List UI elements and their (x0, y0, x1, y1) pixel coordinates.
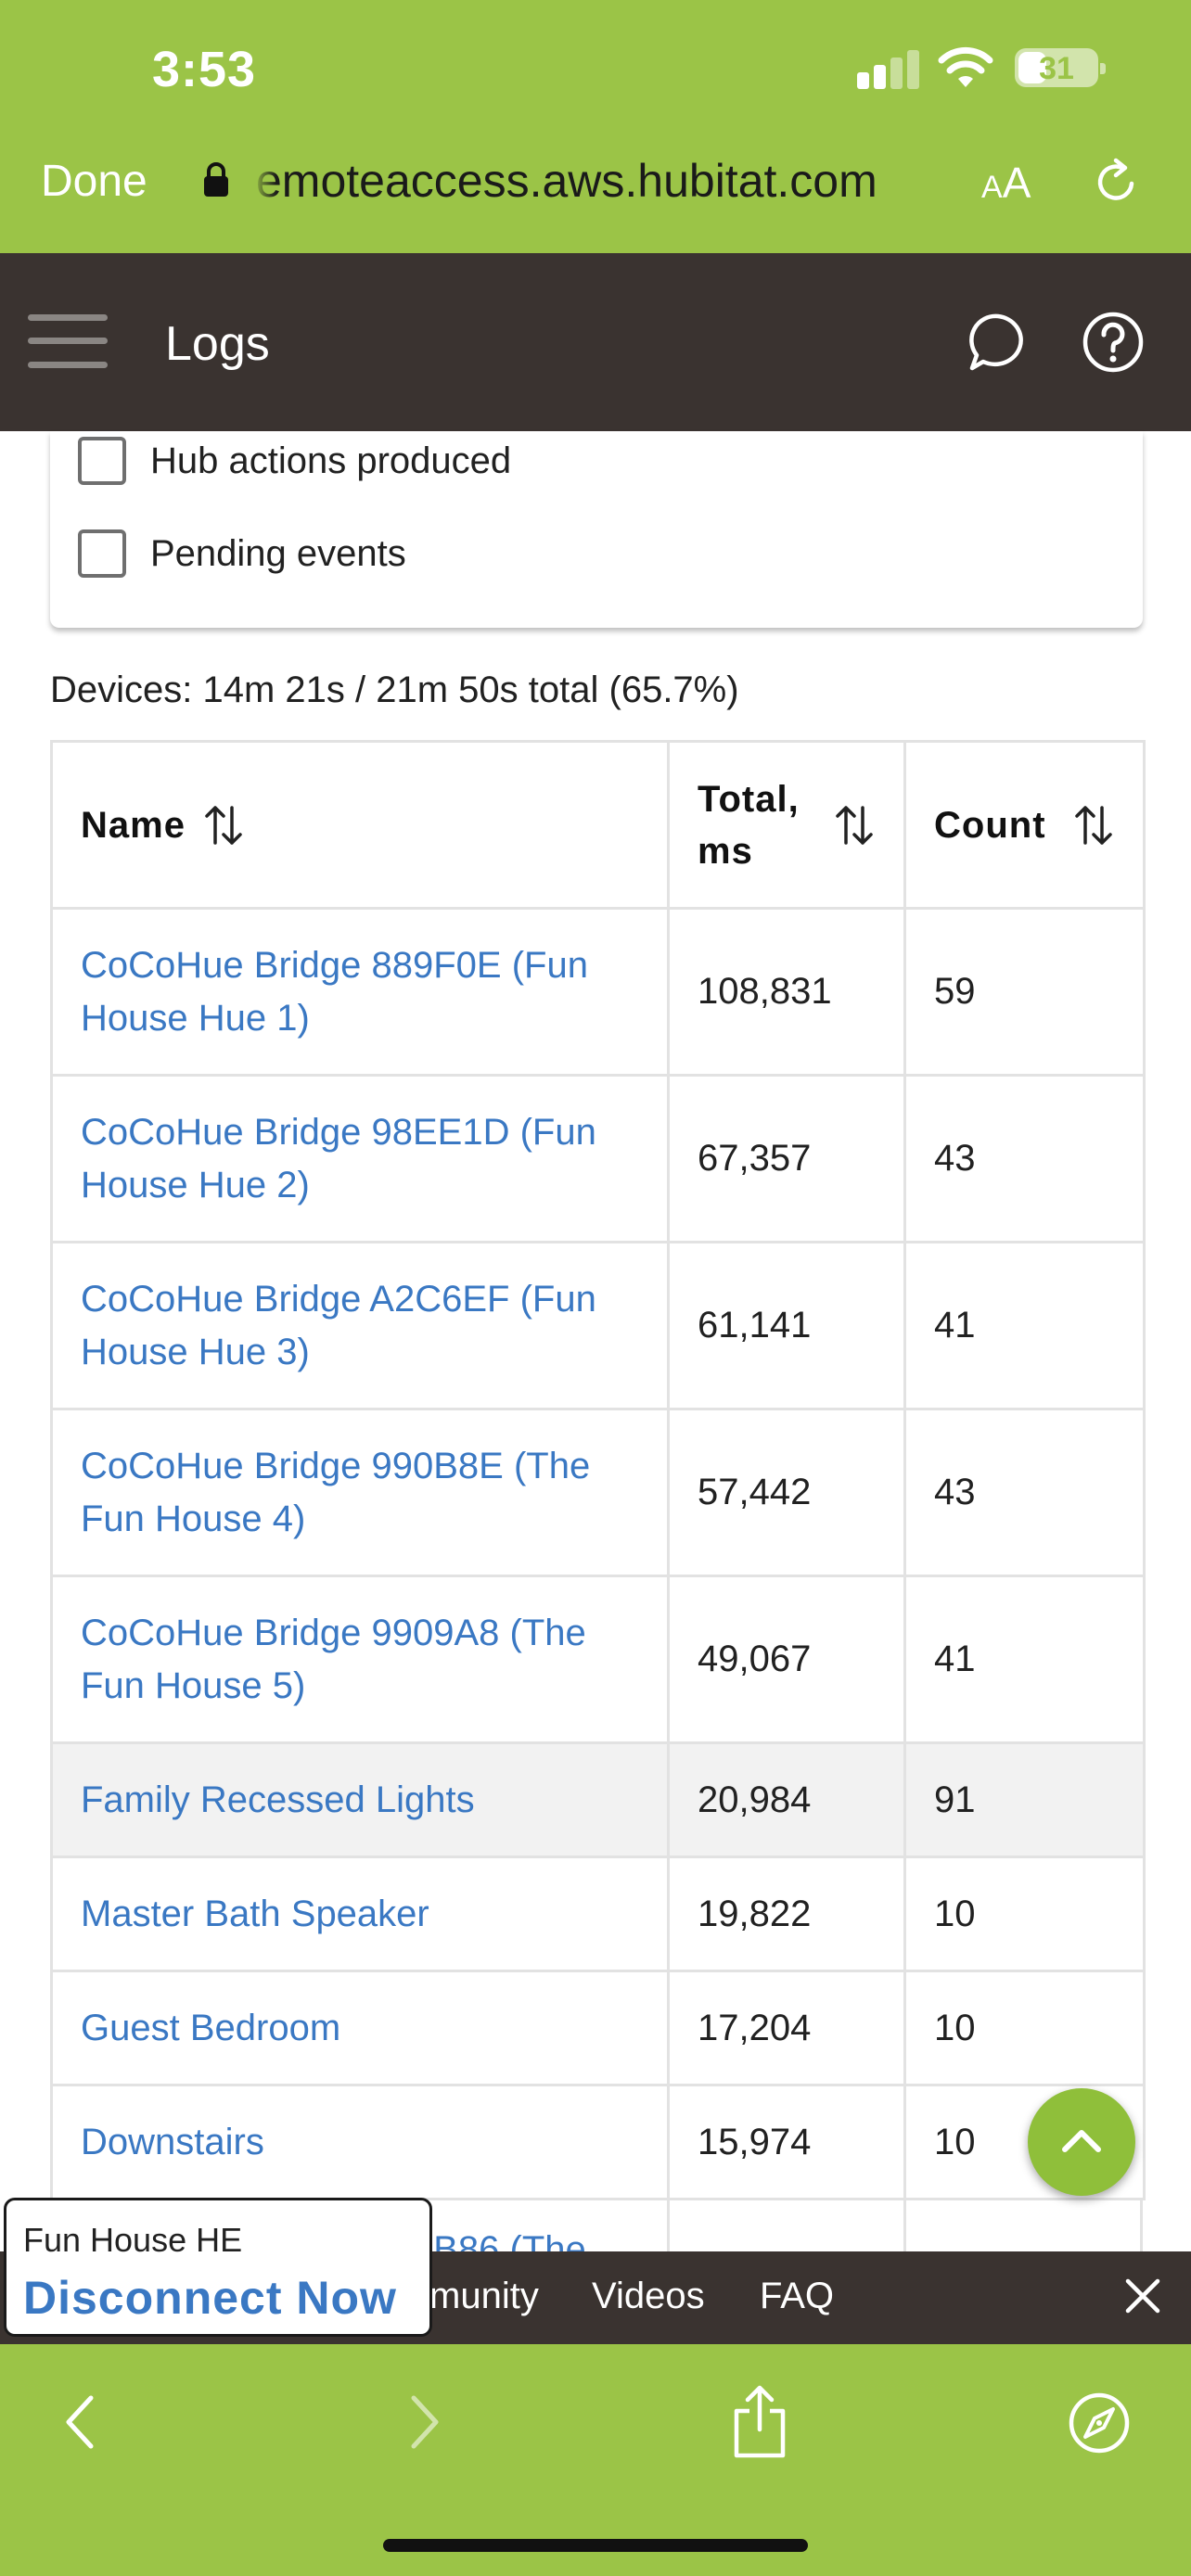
hub-name: Fun House HE (23, 2221, 243, 2259)
count-cell: 43 (903, 1408, 1146, 1577)
device-link[interactable]: CoCoHue Bridge 98EE1D (Fun House Hue 2) (50, 1074, 670, 1243)
column-header-name[interactable]: Name (50, 740, 670, 910)
text-size-button[interactable]: AA (981, 158, 1031, 208)
pending-events-checkbox[interactable] (78, 529, 126, 578)
wifi-icon (938, 46, 993, 87)
filter-row[interactable]: Hub actions produced (78, 435, 511, 487)
help-icon[interactable] (1080, 309, 1146, 376)
count-cell: 10 (903, 1855, 1146, 1972)
partial-cell (670, 2200, 906, 2251)
device-link[interactable]: Master Bath Speaker (50, 1855, 670, 1972)
lock-icon (204, 162, 228, 197)
footer-link-videos[interactable]: Videos (592, 2276, 705, 2316)
total-ms-cell: 15,974 (667, 2084, 906, 2200)
battery-level: 31 (1039, 51, 1074, 86)
forward-icon[interactable] (404, 2392, 445, 2452)
device-link[interactable]: Guest Bedroom (50, 1970, 670, 2086)
done-button[interactable]: Done (41, 157, 147, 206)
total-ms-cell: 19,822 (667, 1855, 906, 1972)
column-header-label-line: ms (698, 830, 753, 872)
total-ms-cell: 67,357 (667, 1074, 906, 1243)
total-ms-cell: 108,831 (667, 907, 906, 1077)
count-cell: 59 (903, 907, 1146, 1077)
table-row: CoCoHue Bridge A2C6EF (Fun House Hue 3) … (50, 1241, 1146, 1410)
partial-cell (53, 2200, 670, 2251)
scroll-top-button[interactable] (1028, 2088, 1135, 2196)
back-icon[interactable] (59, 2392, 100, 2452)
url-fade (252, 154, 276, 210)
sort-icon[interactable] (833, 802, 876, 848)
column-header-label: Total, ms (698, 773, 800, 877)
total-ms-cell: 20,984 (667, 1741, 906, 1858)
device-link[interactable]: CoCoHue Bridge 889F0E (Fun House Hue 1) (50, 907, 670, 1077)
chat-icon[interactable] (965, 309, 1031, 376)
table-row: Downstairs 15,974 10 (50, 2084, 1146, 2200)
hub-actions-checkbox[interactable] (78, 437, 126, 485)
filter-row[interactable]: Pending events (78, 528, 406, 580)
count-cell: 43 (903, 1074, 1146, 1243)
total-ms-cell: 61,141 (667, 1241, 906, 1410)
share-icon[interactable] (729, 2383, 790, 2459)
column-header-count[interactable]: Count (903, 740, 1146, 910)
devices-table: Name Total, ms Count (50, 740, 1146, 2200)
column-header-label: Count (934, 804, 1046, 846)
disconnect-now-button[interactable]: Disconnect Now (23, 2272, 397, 2324)
column-header-label-line: Total, (698, 778, 800, 820)
page-title: Logs (165, 317, 270, 371)
close-icon[interactable] (1121, 2274, 1165, 2318)
total-ms-cell: 57,442 (667, 1408, 906, 1577)
filter-card: Hub actions produced Pending events (50, 431, 1143, 628)
browser-bottom-toolbar (0, 2344, 1191, 2576)
sort-icon[interactable] (1072, 802, 1115, 848)
compass-icon[interactable] (1067, 2391, 1132, 2455)
devices-summary: Devices: 14m 21s / 21m 50s total (65.7%) (50, 670, 739, 710)
table-row: Family Recessed Lights 20,984 91 (50, 1741, 1146, 1858)
column-header-label: Name (81, 804, 186, 846)
filter-label: Pending events (150, 532, 406, 574)
footer-link-faq[interactable]: FAQ (760, 2276, 835, 2316)
text-size-small-label: A (981, 170, 1003, 205)
home-indicator (383, 2539, 808, 2552)
device-link[interactable]: CoCoHue Bridge A2C6EF (Fun House Hue 3) (50, 1241, 670, 1410)
count-cell: 91 (903, 1741, 1146, 1858)
column-header-total[interactable]: Total, ms (667, 740, 906, 910)
device-link[interactable]: Family Recessed Lights (50, 1741, 670, 1858)
text-size-big-label: A (1002, 159, 1031, 207)
url-field[interactable]: emoteaccess.aws.hubitat.com (256, 155, 877, 207)
menu-icon[interactable] (28, 314, 108, 368)
table-row: Master Bath Speaker 19,822 10 (50, 1855, 1146, 1972)
chevron-up-icon (1062, 2130, 1101, 2152)
remote-session-popup: Fun House HE Disconnect Now (4, 2198, 432, 2337)
total-ms-cell: 17,204 (667, 1970, 906, 2086)
footer-link-community[interactable]: munity (429, 2276, 539, 2316)
device-link[interactable]: Downstairs (50, 2084, 670, 2200)
sort-icon[interactable] (202, 802, 245, 848)
table-row: CoCoHue Bridge 98EE1D (Fun House Hue 2) … (50, 1074, 1146, 1243)
table-row: CoCoHue Bridge 9909A8 (The Fun House 5) … (50, 1575, 1146, 1744)
count-cell: 41 (903, 1575, 1146, 1744)
app-header: Logs (0, 253, 1191, 431)
status-time: 3:53 (152, 42, 257, 97)
battery-icon: 31 (1015, 48, 1106, 87)
reload-icon[interactable] (1091, 156, 1143, 208)
device-link[interactable]: CoCoHue Bridge 990B8E (The Fun House 4) (50, 1408, 670, 1577)
cellular-signal-icon (857, 48, 920, 89)
table-row: CoCoHue Bridge 990B8E (The Fun House 4) … (50, 1408, 1146, 1577)
table-row: CoCoHue Bridge 889F0E (Fun House Hue 1) … (50, 907, 1146, 1077)
count-cell: 41 (903, 1241, 1146, 1410)
count-cell: 10 (903, 1970, 1146, 2086)
total-ms-cell: 49,067 (667, 1575, 906, 1744)
table-row: Guest Bedroom 17,204 10 (50, 1970, 1146, 2086)
device-link[interactable]: CoCoHue Bridge 9909A8 (The Fun House 5) (50, 1575, 670, 1744)
filter-label: Hub actions produced (150, 440, 512, 481)
browser-top-bar: 3:53 31 Done emoteaccess.aws.hubitat.com… (0, 0, 1191, 253)
